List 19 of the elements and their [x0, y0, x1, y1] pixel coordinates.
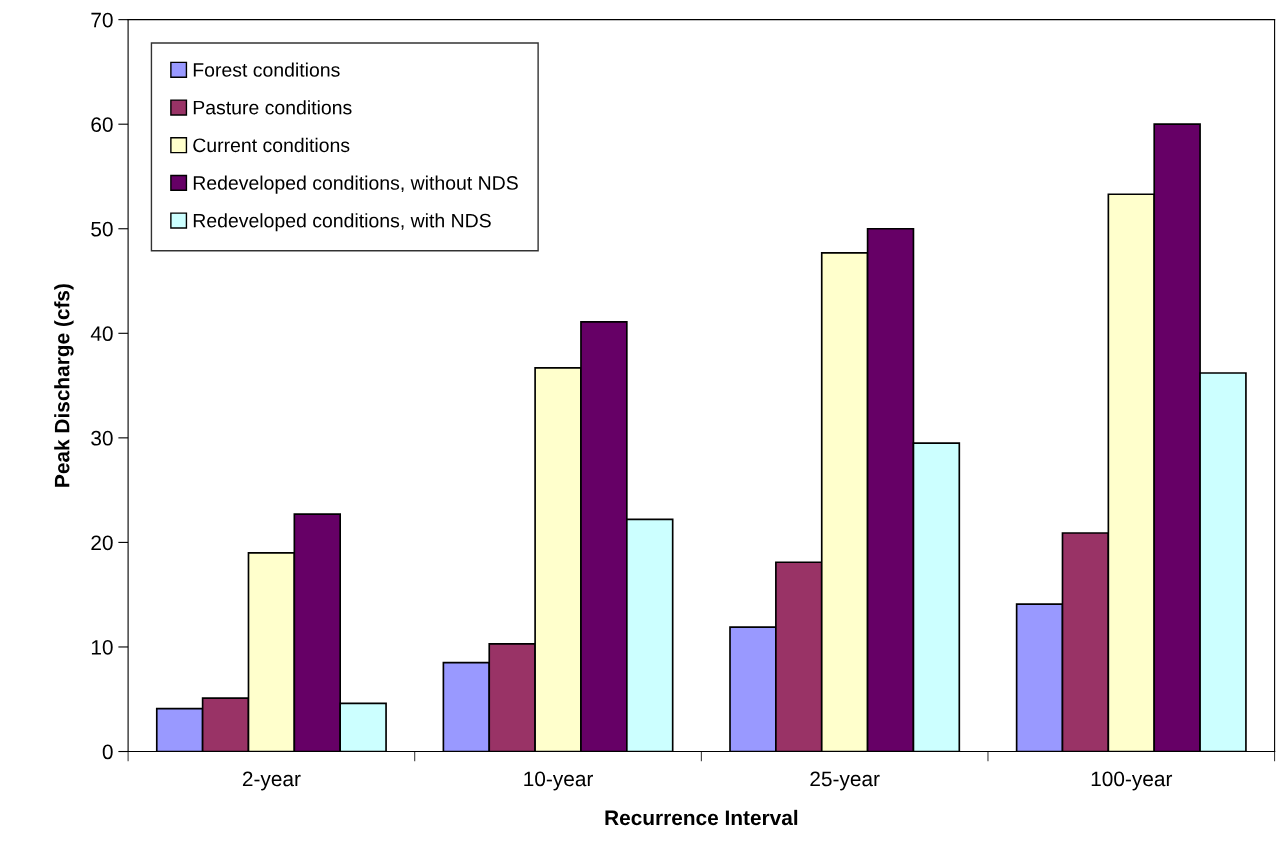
y-tick-label: 70	[91, 12, 113, 28]
y-axis-title: Peak Discharge (cfs)	[54, 284, 74, 487]
y-tick-label: 60	[91, 117, 113, 132]
x-tick-label: 100-year	[1091, 771, 1173, 791]
y-tick-label: 30	[91, 430, 113, 446]
x-tick-label: 10-year	[524, 771, 594, 791]
legend-label: Redeveloped conditions, without NDS	[193, 175, 518, 194]
y-tick-label: 40	[90, 326, 113, 342]
legend-label: Forest conditions	[193, 62, 340, 77]
x-tick-label: 2-year	[242, 771, 301, 791]
y-tick-label: 20	[91, 535, 113, 551]
y-tick-label: 10	[91, 639, 113, 655]
legend-label: Pasture conditions	[193, 100, 352, 115]
y-tick-label: 50	[91, 221, 113, 237]
legend-label: Current conditions	[193, 137, 350, 153]
y-tick-label: 0	[102, 744, 113, 760]
x-axis-title: Recurrence Interval	[605, 809, 798, 826]
x-tick-label: 25-year	[810, 771, 880, 791]
legend-label: Redeveloped conditions, with NDS	[193, 213, 491, 232]
